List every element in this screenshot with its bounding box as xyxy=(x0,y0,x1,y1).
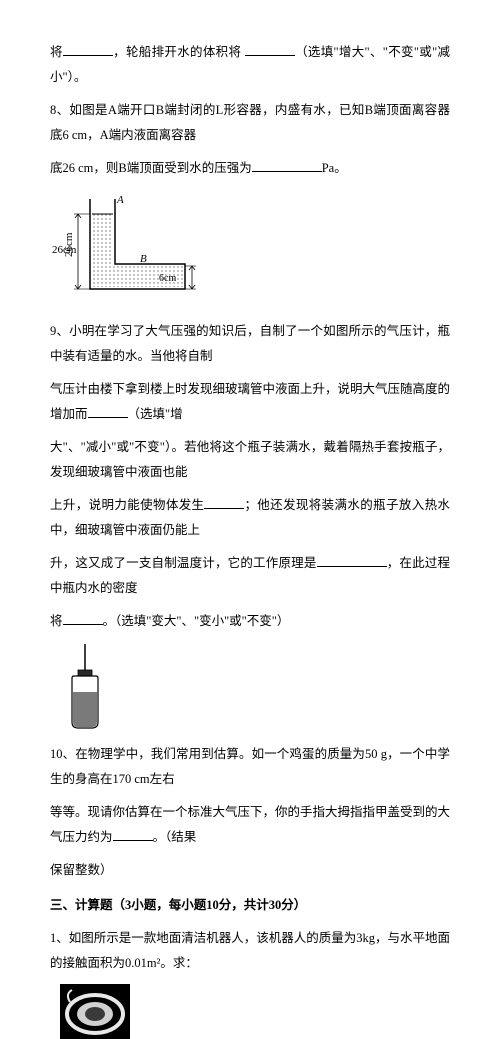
q9-l6a: 将 xyxy=(50,614,63,628)
q9-l4: 上升，说明力能使物体发生 xyxy=(50,498,204,512)
q9-figure xyxy=(60,642,450,732)
section3-title: 三、计算题（3小题，每小题10分，共计30分） xyxy=(50,893,450,918)
q8-blank[interactable] xyxy=(252,159,322,173)
dim-6cm: 6cm xyxy=(159,273,176,284)
q9-line2: 气压计由楼下拿到楼上时发现细玻璃管中液面上升，说明大气压随高度的增加而（选填"增 xyxy=(50,377,450,427)
q9-blank-4[interactable] xyxy=(63,612,103,626)
q10-l2a: 等等。现请你估算在一个标准大气压下，你的手指大拇指指甲盖受到的大气压力约为 xyxy=(50,805,450,844)
q9-line3: 大"、"减小"或"不变"）。若他将这个瓶子装满水，戴着隔热手套按瓶子，发现细玻璃… xyxy=(50,435,450,485)
q9-blank-3[interactable] xyxy=(317,554,387,568)
q9-blank-2[interactable] xyxy=(204,496,244,510)
q8-line2: 底26 cm，则B端顶面受到水的压强为 Pa。 xyxy=(50,156,450,181)
q8-unit: Pa。 xyxy=(322,161,347,175)
q10-blank[interactable] xyxy=(113,828,153,842)
q9-l5a: 升，这又成了一支自制温度计，它的工作原理是 xyxy=(50,556,317,570)
q8-figure: A B 26cm 6cm 26cm xyxy=(60,189,450,309)
q7-blank-2[interactable] xyxy=(245,43,295,57)
q9-line1: 9、小明在学习了大气压强的知识后，自制了一个如图所示的气压计，瓶中装有适量的水。… xyxy=(50,319,450,369)
q7-blank-1[interactable] xyxy=(63,43,113,57)
s3q1-text: 1、如图所示是一款地面清洁机器人，该机器人的质量为3kg，与水平地面的接触面积为… xyxy=(50,926,450,976)
label-B: B xyxy=(140,253,147,265)
q9-line5: 升，这又成了一支自制温度计，它的工作原理是，在此过程中瓶内水的密度 xyxy=(50,551,450,601)
q10-line1: 10、在物理学中，我们常用到估算。如一个鸡蛋的质量为50 g，一个中学生的身高在… xyxy=(50,742,450,792)
q10-line2: 等等。现请你估算在一个标准大气压下，你的手指大拇指指甲盖受到的大气压力约为。（结… xyxy=(50,800,450,850)
q9-blank-1[interactable] xyxy=(88,405,128,419)
q9-line6: 将 。（选填"变大"、"变小"或"不变"） xyxy=(50,609,450,634)
q7-prefix: 将 xyxy=(50,45,63,59)
q8-line1: 8、如图是A端开口B端封闭的L形容器，内盛有水，已知B端顶面离容器底6 cm，A… xyxy=(50,98,450,148)
q9-line4: 上升，说明力能使物体发生；他还发现将装满水的瓶子放入热水中，细玻璃管中液面仍能上 xyxy=(50,493,450,543)
q10-line3: 保留整数） xyxy=(50,858,450,883)
q9-l6b: 。（选填"变大"、"变小"或"不变"） xyxy=(103,614,290,628)
label-A: A xyxy=(116,194,124,206)
s3q1-figure xyxy=(60,984,450,1039)
q10-l2b: 。（结果 xyxy=(153,830,197,844)
q9-l2b: （选填"增 xyxy=(128,407,183,421)
q8-text-b: 底26 cm，则B端顶面受到水的压强为 xyxy=(50,161,252,175)
q7-tail: 将，轮船排开水的体积将 （选填"增大"、"不变"或"减小"）。 xyxy=(50,40,450,90)
q7-mid: ，轮船排开水的体积将 xyxy=(113,45,241,59)
